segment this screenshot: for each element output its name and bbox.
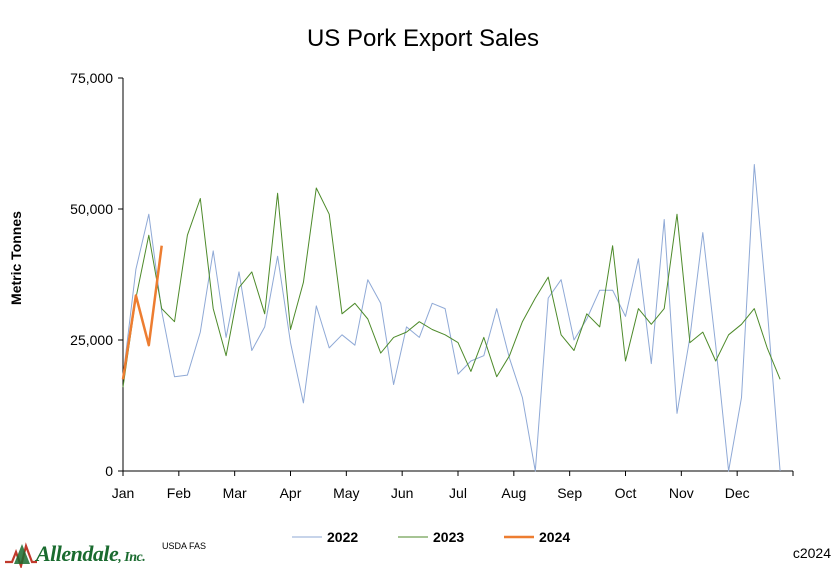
logo-wordmark: Allendale, Inc.: [36, 541, 146, 567]
allendale-logo-icon: [5, 542, 37, 568]
logo-suffix: , Inc.: [118, 550, 146, 565]
legend-label-2022: 2022: [327, 529, 358, 545]
series-line-2024: [121, 245, 163, 380]
legend-label-2024: 2024: [539, 529, 570, 545]
series-lines: [121, 164, 781, 472]
series-line-2023: [122, 187, 781, 388]
copyright: c2024: [792, 545, 831, 561]
x-tick-label: Mar: [223, 485, 247, 501]
series-line-2022: [122, 164, 781, 472]
logo-name: Allendale: [36, 541, 119, 566]
y-tick-label: 75,000: [70, 70, 113, 86]
y-tick-label: 50,000: [70, 201, 113, 217]
axes: 0 25,000 50,000 75,000 Jan Feb Mar Apr May Jun Jul…: [70, 70, 794, 501]
x-tick-label: Oct: [615, 485, 637, 501]
x-tick-label: Apr: [280, 485, 302, 501]
y-tick-label: 25,000: [70, 332, 113, 348]
legend-label-2023: 2023: [433, 529, 464, 545]
x-tick-label: Jun: [391, 485, 414, 501]
legend: 2022 2023 2024: [292, 529, 570, 545]
x-tick-label: Nov: [669, 485, 694, 501]
chart-title: US Pork Export Sales: [307, 25, 539, 52]
x-tick-label: Jan: [112, 485, 135, 501]
x-tick-label: May: [333, 485, 359, 501]
x-tick-label: Feb: [167, 485, 191, 501]
y-axis-title: Metric Tonnes: [8, 211, 24, 305]
y-tick-label: 0: [105, 463, 113, 479]
source-note: USDA FAS: [162, 541, 207, 551]
x-tick-label: Sep: [557, 485, 582, 501]
x-tick-label: Dec: [725, 485, 750, 501]
x-tick-label: Jul: [449, 485, 467, 501]
x-tick-label: Aug: [501, 485, 526, 501]
